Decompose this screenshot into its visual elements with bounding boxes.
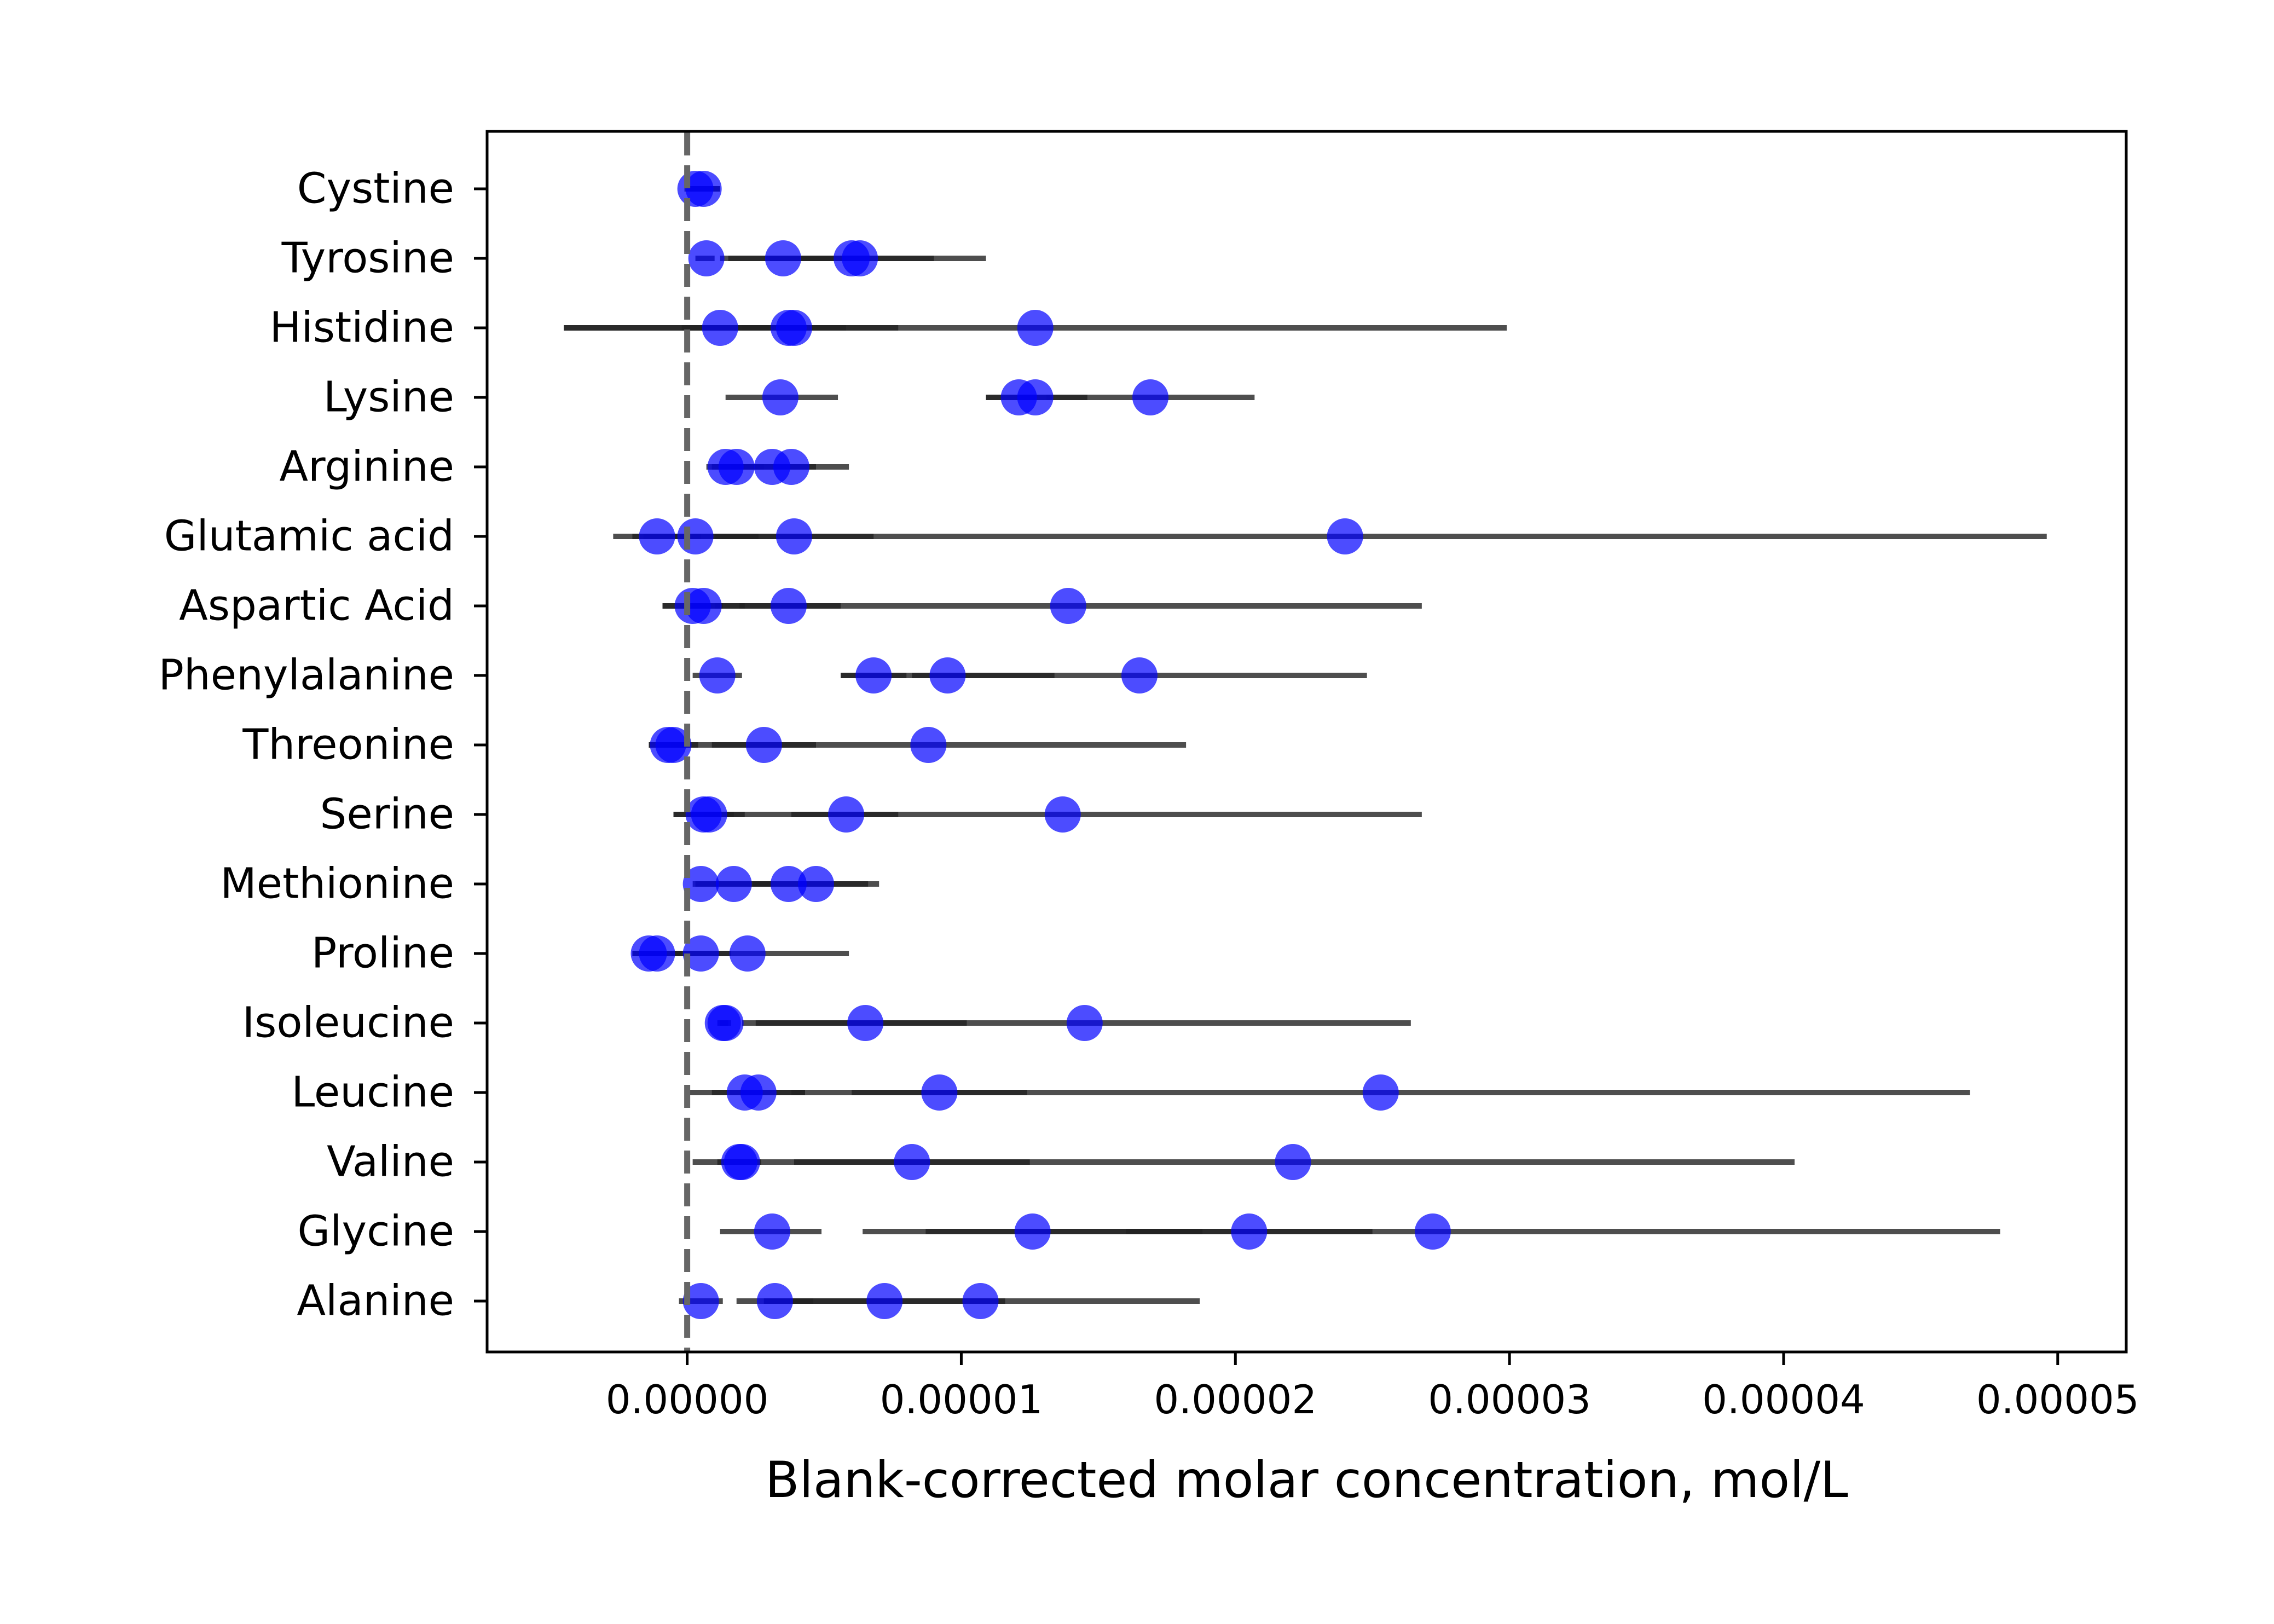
data-point	[1362, 1074, 1399, 1111]
category-label: Alanine	[297, 1277, 454, 1326]
data-point	[1132, 379, 1169, 415]
data-point	[776, 518, 812, 554]
data-point	[688, 240, 725, 276]
data-point	[866, 1283, 903, 1319]
category-label: Threonine	[242, 721, 454, 770]
category-label: Tyrosine	[281, 234, 454, 283]
data-point	[770, 588, 807, 624]
x-tick-label: 0.00003	[1428, 1377, 1591, 1423]
data-point	[682, 1283, 719, 1319]
category-label: Serine	[320, 790, 454, 839]
data-point	[718, 449, 755, 485]
data-point	[1014, 1213, 1051, 1250]
data-point	[894, 1144, 930, 1180]
data-point	[1017, 379, 1054, 415]
plot-frame	[485, 130, 2128, 1354]
data-point	[765, 240, 801, 276]
data-point	[1275, 1144, 1311, 1180]
x-axis-label: Blank-corrected molar concentration, mol…	[765, 1452, 1848, 1509]
points-layer	[630, 171, 1451, 1319]
category-label: Aspartic Acid	[179, 582, 454, 631]
data-point	[773, 449, 809, 485]
category-label: Glycine	[297, 1207, 454, 1256]
category-label: Arginine	[279, 443, 454, 492]
category-label: Glutamic acid	[164, 512, 454, 561]
x-tick-label: 0.00002	[1154, 1377, 1317, 1423]
x-tick-label: 0.00001	[880, 1377, 1043, 1423]
data-point	[685, 171, 722, 207]
data-point	[754, 1213, 790, 1250]
data-point	[1044, 796, 1081, 833]
x-tick-label: 0.00000	[606, 1377, 769, 1423]
data-point	[770, 866, 807, 902]
data-point	[715, 866, 752, 902]
category-label: Proline	[311, 929, 454, 978]
category-label: Leucine	[291, 1068, 454, 1117]
data-point	[1327, 518, 1363, 554]
data-point	[855, 657, 892, 693]
data-point	[682, 935, 719, 972]
data-point	[682, 866, 719, 902]
data-point	[702, 310, 738, 346]
data-point	[842, 240, 878, 276]
data-point	[910, 727, 947, 763]
data-point	[762, 379, 798, 415]
data-point	[707, 1005, 744, 1041]
data-point	[776, 310, 812, 346]
category-label: Isoleucine	[242, 999, 454, 1048]
data-point	[798, 866, 835, 902]
data-point	[724, 1144, 760, 1180]
data-point	[639, 518, 675, 554]
data-point	[828, 796, 865, 833]
data-point	[685, 588, 722, 624]
data-point	[655, 727, 692, 763]
y-axis: Cystine Tyrosine Histidine Lysine Arginine Gl…	[158, 165, 487, 1326]
data-point	[639, 935, 675, 972]
data-point	[1121, 657, 1158, 693]
data-point	[691, 796, 727, 833]
category-label: Lysine	[323, 373, 454, 422]
category-label: Phenylalanine	[158, 651, 454, 700]
errorbar-layer	[564, 186, 2047, 1304]
category-label: Methionine	[220, 860, 454, 909]
data-point	[847, 1005, 884, 1041]
data-point	[745, 727, 782, 763]
data-point	[929, 657, 966, 693]
data-point	[1066, 1005, 1103, 1041]
category-label: Valine	[327, 1138, 454, 1187]
data-point	[740, 1074, 777, 1111]
category-label: Histidine	[270, 304, 454, 352]
data-point	[962, 1283, 999, 1319]
data-point	[1231, 1213, 1268, 1250]
data-point	[1017, 310, 1054, 346]
data-point	[699, 657, 736, 693]
x-tick-label: 0.00004	[1702, 1377, 1865, 1423]
data-point	[756, 1283, 793, 1319]
x-tick-label: 0.00005	[1976, 1377, 2139, 1423]
data-point	[729, 935, 766, 972]
data-point	[921, 1074, 958, 1111]
data-point	[1050, 588, 1086, 624]
category-label: Cystine	[297, 165, 454, 213]
data-point	[1414, 1213, 1451, 1250]
x-axis: 0.00000 0.00001 0.00002 0.00003 0.00004 0.000…	[606, 1352, 2139, 1423]
data-point	[677, 518, 714, 554]
